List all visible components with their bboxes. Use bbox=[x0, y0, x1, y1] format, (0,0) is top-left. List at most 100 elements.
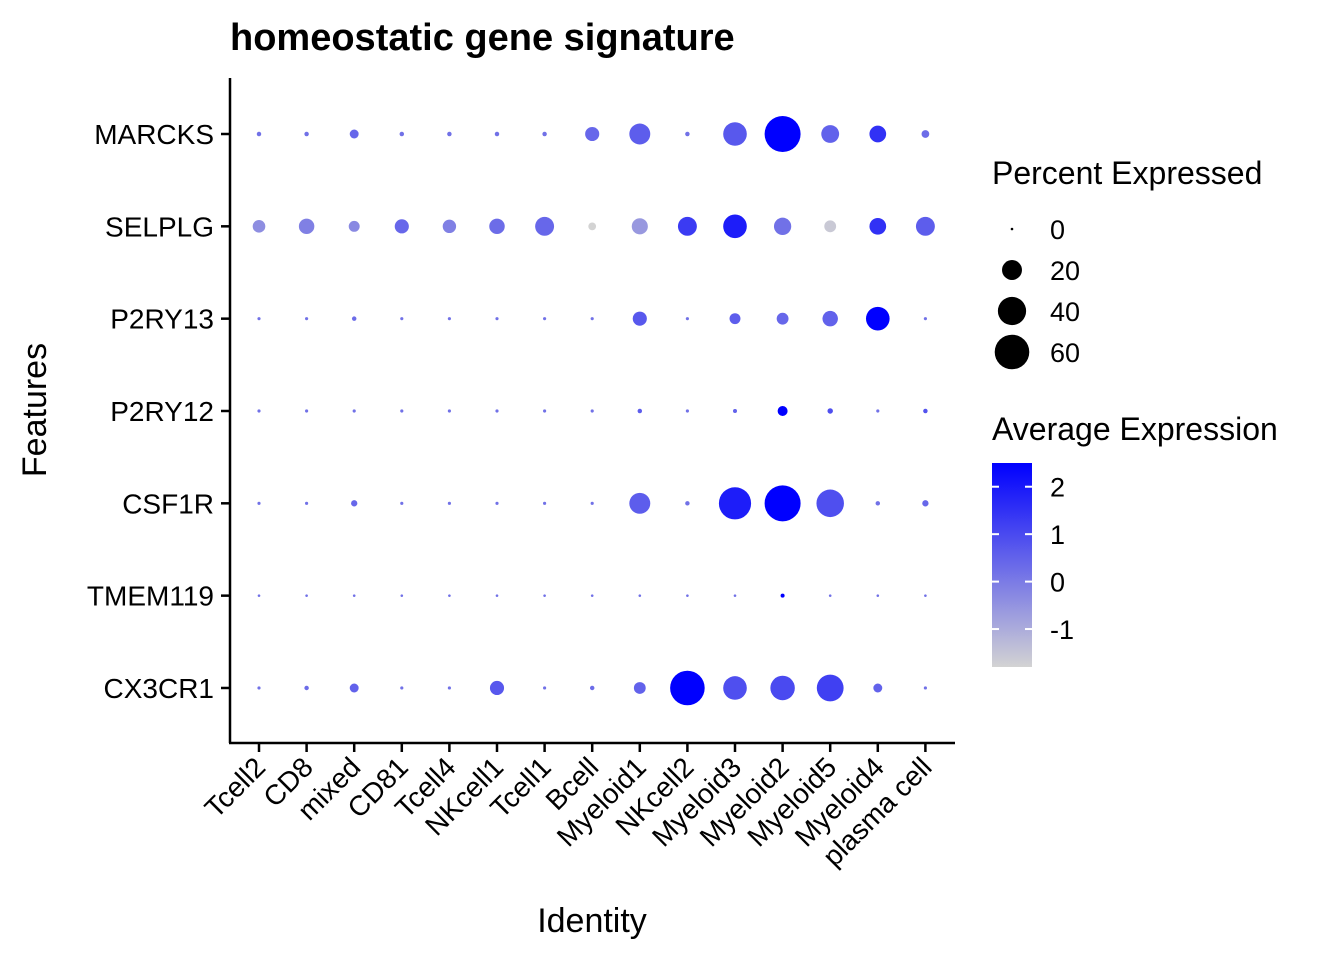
x-axis-title: Identity bbox=[537, 902, 647, 940]
dot-csf1r-12 bbox=[816, 489, 844, 518]
dot-marcks-11 bbox=[764, 116, 801, 152]
color-legend-label: -1 bbox=[1050, 615, 1074, 645]
size-legend-label: 0 bbox=[1050, 215, 1065, 245]
dot-p2ry12-3 bbox=[400, 409, 404, 413]
dot-p2ry12-14 bbox=[923, 408, 928, 414]
color-legend-label: 0 bbox=[1050, 568, 1065, 598]
y-tick-label: MARCKS bbox=[94, 119, 214, 150]
color-bar bbox=[992, 463, 1032, 667]
dot-marcks-14 bbox=[921, 130, 930, 138]
dot-cx3cr1-6 bbox=[543, 686, 547, 690]
dot-cx3cr1-2 bbox=[349, 683, 359, 693]
dot-cx3cr1-3 bbox=[400, 686, 404, 690]
size-legend-label: 40 bbox=[1050, 297, 1080, 327]
dot-marcks-9 bbox=[685, 131, 690, 137]
dot-csf1r-13 bbox=[875, 501, 881, 506]
dot-p2ry12-13 bbox=[876, 409, 880, 413]
dot-selplg-6 bbox=[535, 216, 555, 236]
dot-marcks-7 bbox=[585, 126, 600, 142]
dot-tmem119-1 bbox=[305, 594, 308, 597]
dot-p2ry13-14 bbox=[923, 317, 927, 321]
dot-marcks-10 bbox=[723, 122, 747, 146]
dot-marcks-0 bbox=[256, 131, 262, 137]
dot-cx3cr1-7 bbox=[589, 685, 595, 691]
dot-selplg-4 bbox=[442, 219, 457, 234]
y-tick-label: P2RY12 bbox=[110, 396, 214, 427]
dot-tmem119-7 bbox=[590, 594, 594, 597]
dot-selplg-11 bbox=[773, 217, 792, 235]
y-axis-title: Features bbox=[16, 343, 54, 477]
dot-tmem119-10 bbox=[733, 594, 737, 597]
dot-tmem119-12 bbox=[828, 594, 832, 597]
dot-p2ry13-0 bbox=[257, 317, 261, 321]
color-legend-ticks: -1 0 1 2 bbox=[992, 473, 1074, 645]
size-legend-label: 60 bbox=[1050, 338, 1080, 368]
dot-p2ry12-10 bbox=[733, 408, 737, 413]
dot-p2ry13-5 bbox=[495, 317, 499, 321]
dot-p2ry13-2 bbox=[351, 316, 357, 321]
dot-cx3cr1-13 bbox=[873, 683, 883, 693]
dot-p2ry13-10 bbox=[729, 313, 741, 325]
y-tick-label: TMEM119 bbox=[87, 581, 214, 612]
y-tick-label: P2RY13 bbox=[110, 304, 214, 335]
dot-selplg-3 bbox=[394, 219, 409, 234]
dot-selplg-9 bbox=[677, 216, 697, 236]
dot-p2ry12-8 bbox=[637, 408, 643, 414]
dot-tmem119-3 bbox=[400, 594, 404, 597]
dot-p2ry13-9 bbox=[685, 317, 689, 321]
dot-csf1r-0 bbox=[257, 501, 261, 505]
dot-marcks-6 bbox=[542, 131, 547, 137]
dot-tmem119-6 bbox=[543, 594, 546, 597]
dot-marcks-1 bbox=[304, 131, 309, 137]
dot-selplg-7 bbox=[588, 222, 597, 231]
dot-csf1r-9 bbox=[685, 501, 690, 506]
dot-p2ry12-1 bbox=[305, 409, 309, 413]
dot-p2ry13-13 bbox=[865, 306, 890, 331]
y-tick-label: SELPLG bbox=[105, 211, 214, 242]
dot-marcks-2 bbox=[349, 129, 359, 139]
dot-p2ry13-1 bbox=[305, 317, 309, 321]
y-tick-label: CX3CR1 bbox=[104, 673, 214, 704]
dots bbox=[252, 116, 935, 706]
dot-p2ry13-11 bbox=[776, 312, 789, 325]
dot-p2ry12-0 bbox=[257, 409, 261, 413]
dot-p2ry12-12 bbox=[827, 408, 833, 414]
x-axis-ticks: Tcell2CD8mixedCD81Tcell4NKcell1Tcell1Bce… bbox=[199, 743, 938, 872]
dot-selplg-14 bbox=[915, 216, 935, 236]
dot-tmem119-8 bbox=[638, 594, 642, 597]
color-legend-label: 2 bbox=[1050, 473, 1065, 503]
dot-p2ry13-12 bbox=[822, 310, 838, 327]
dot-p2ry13-3 bbox=[400, 317, 404, 321]
dot-selplg-12 bbox=[824, 220, 837, 233]
dot-cx3cr1-11 bbox=[770, 675, 795, 701]
dot-cx3cr1-8 bbox=[633, 682, 646, 694]
y-axis-ticks: MARCKS SELPLG P2RY13 P2RY12 CSF1R TMEM119 CX3C… bbox=[87, 119, 230, 704]
dot-selplg-8 bbox=[631, 218, 648, 235]
color-legend-title: Average Expression bbox=[992, 411, 1278, 447]
dot-selplg-10 bbox=[723, 214, 747, 239]
dot-p2ry12-4 bbox=[447, 409, 451, 413]
dot-p2ry13-8 bbox=[632, 311, 647, 326]
size-legend-dot bbox=[1002, 260, 1022, 280]
dot-tmem119-5 bbox=[495, 594, 499, 597]
dot-csf1r-6 bbox=[543, 501, 547, 505]
dot-p2ry12-11 bbox=[777, 406, 788, 416]
dot-p2ry12-2 bbox=[352, 409, 356, 413]
size-legend: 0 20 40 60 bbox=[994, 215, 1080, 370]
dot-tmem119-13 bbox=[876, 594, 880, 597]
dot-selplg-2 bbox=[348, 220, 360, 232]
dot-selplg-0 bbox=[252, 220, 266, 233]
dot-csf1r-10 bbox=[718, 487, 752, 520]
dot-csf1r-5 bbox=[495, 501, 499, 505]
dot-p2ry13-7 bbox=[590, 317, 594, 321]
size-legend-dot bbox=[997, 296, 1027, 326]
dot-marcks-13 bbox=[869, 125, 887, 143]
dot-marcks-4 bbox=[447, 131, 452, 137]
dot-cx3cr1-0 bbox=[257, 686, 261, 690]
dot-tmem119-14 bbox=[924, 594, 927, 597]
dot-selplg-1 bbox=[298, 218, 315, 235]
dot-tmem119-2 bbox=[352, 594, 356, 597]
dot-p2ry12-9 bbox=[685, 409, 689, 413]
dot-marcks-3 bbox=[399, 131, 405, 137]
